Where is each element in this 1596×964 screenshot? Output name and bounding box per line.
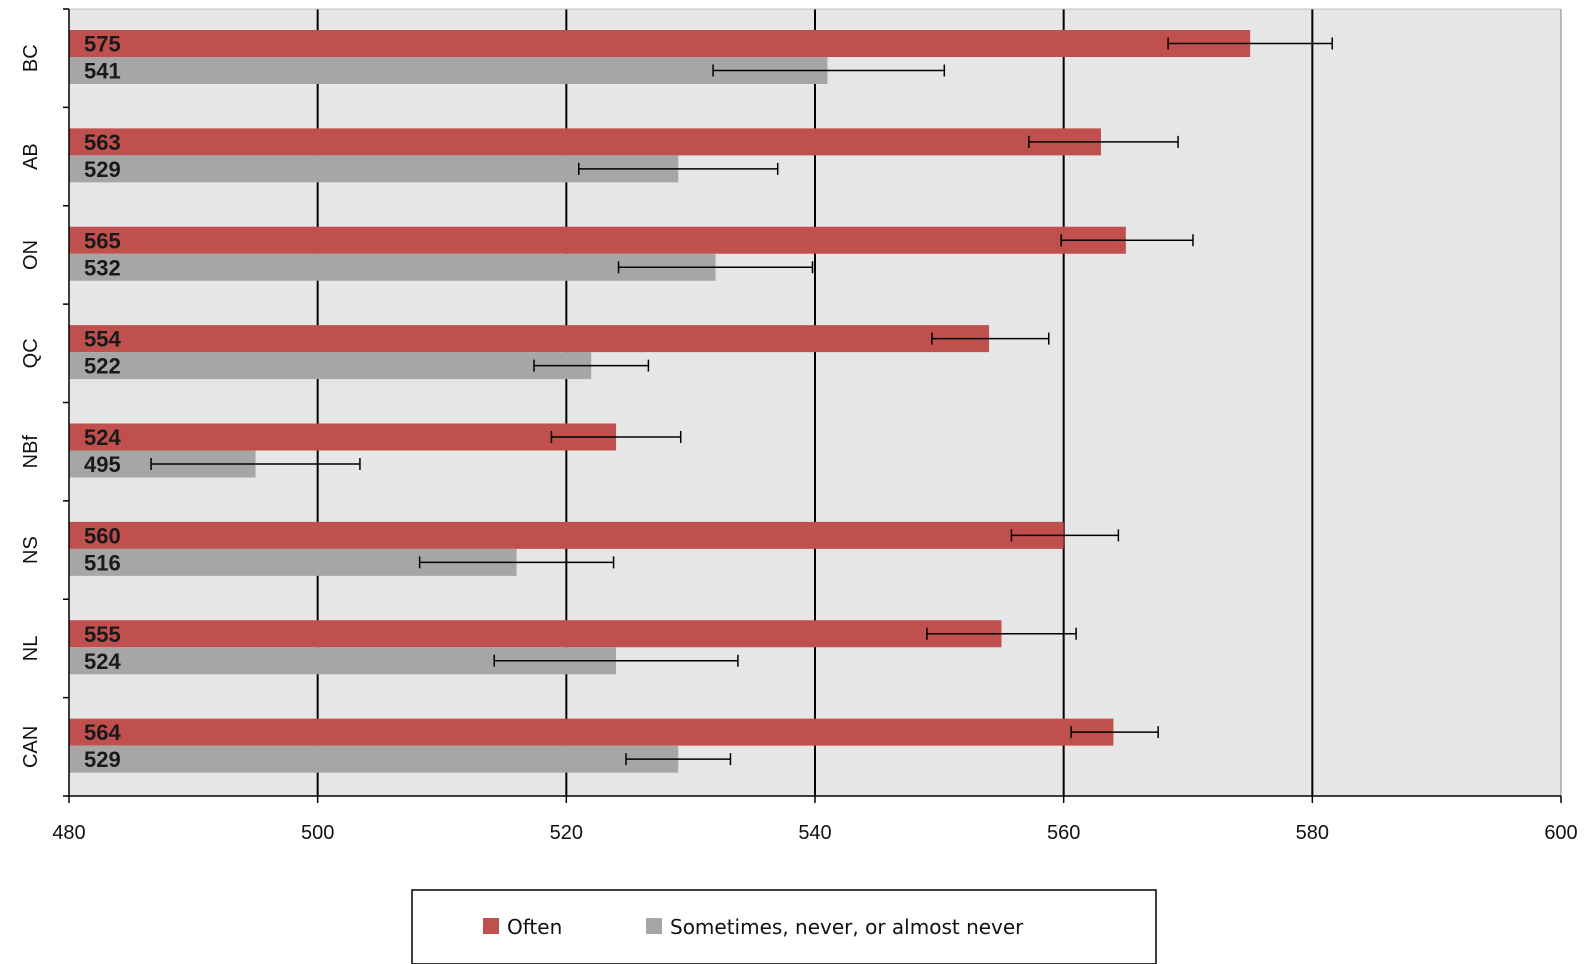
bar-sometimes-ab <box>69 155 679 183</box>
errorbar-sometimes-on <box>617 261 814 274</box>
errorbar-sometimes-ns <box>418 556 615 569</box>
errorbar-sometimes-ab <box>578 162 779 175</box>
bars <box>69 30 1251 773</box>
bar-sometimes-qc <box>69 352 592 380</box>
bar-often-can <box>69 718 1114 746</box>
x-tick-label-540: 540 <box>798 822 831 844</box>
category-label-bc: BC <box>20 44 42 72</box>
bar-often-nl <box>69 620 1002 648</box>
category-label-ns: NS <box>20 536 42 564</box>
bar-often-ab <box>69 128 1101 156</box>
bar-often-ns <box>69 521 1064 549</box>
error-bars <box>150 37 1333 766</box>
errorbar-sometimes-qc <box>533 359 650 372</box>
x-tick-label-580: 580 <box>1296 822 1329 844</box>
errorbar-often-nbf <box>550 431 682 443</box>
legend-swatch-often <box>483 918 499 934</box>
errorbar-often-bc <box>1167 37 1333 50</box>
value-label-sometimes-bc: 541 <box>84 59 121 84</box>
errorbar-sometimes-bc <box>712 64 946 77</box>
bar-sometimes-can <box>69 745 679 773</box>
errorbar-often-on <box>1060 234 1194 247</box>
x-tick-label-560: 560 <box>1047 822 1080 844</box>
value-label-often-nbf: 524 <box>84 425 121 450</box>
bar-often-bc <box>69 30 1251 57</box>
value-label-often-can: 564 <box>84 720 121 745</box>
errorbar-often-ab <box>1028 135 1179 148</box>
bar-sometimes-on <box>69 253 716 281</box>
value-label-often-nl: 555 <box>84 622 121 647</box>
errorbar-often-nl <box>926 627 1077 640</box>
value-label-sometimes-nbf: 495 <box>84 452 121 477</box>
value-label-sometimes-ab: 529 <box>84 157 121 182</box>
value-label-often-ns: 560 <box>84 523 121 548</box>
errorbar-often-ns <box>1010 529 1120 542</box>
legend-box <box>411 889 1157 964</box>
errorbar-sometimes-nbf <box>150 458 361 470</box>
errorbar-often-qc <box>931 332 1050 345</box>
legend-swatch-sometimes <box>646 918 662 934</box>
x-tick-label-520: 520 <box>550 822 583 844</box>
category-label-nbf: NBf <box>20 435 42 469</box>
value-label-often-ab: 563 <box>84 130 121 155</box>
category-label-ab: AB <box>20 143 42 170</box>
value-label-sometimes-qc: 522 <box>84 354 121 379</box>
errorbar-sometimes-nl <box>493 654 739 667</box>
category-label-qc: QC <box>20 338 42 368</box>
errorbar-sometimes-can <box>625 753 732 766</box>
x-tick-label-600: 600 <box>1544 822 1577 844</box>
x-tick-label-500: 500 <box>301 822 334 844</box>
value-label-sometimes-ns: 516 <box>84 550 121 575</box>
bar-sometimes-bc <box>69 57 828 84</box>
category-label-nl: NL <box>20 636 42 662</box>
bar-often-nbf <box>69 423 617 451</box>
errorbar-often-can <box>1070 726 1159 739</box>
legend-label-sometimes: Sometimes, never, or almost never <box>670 915 1024 939</box>
value-label-often-on: 565 <box>84 228 121 253</box>
legend: Often Sometimes, never, or almost never <box>411 889 1157 964</box>
value-label-often-qc: 554 <box>84 327 121 352</box>
value-label-sometimes-can: 529 <box>84 747 121 772</box>
value-label-sometimes-nl: 524 <box>84 649 121 674</box>
category-label-on: ON <box>20 240 42 270</box>
legend-label-often: Often <box>507 915 562 939</box>
bar-often-on <box>69 226 1126 254</box>
bar-often-qc <box>69 325 990 353</box>
category-label-can: CAN <box>20 726 42 768</box>
value-labels: 5755635655545245605555645415295325224955… <box>84 32 121 773</box>
x-tick-label-480: 480 <box>52 822 85 844</box>
value-label-often-bc: 575 <box>84 32 121 57</box>
value-label-sometimes-on: 532 <box>84 255 121 280</box>
axes: 480 500 520 540 560 580 600 BC AB ON QC NBf NS NL CAN <box>20 8 1578 844</box>
